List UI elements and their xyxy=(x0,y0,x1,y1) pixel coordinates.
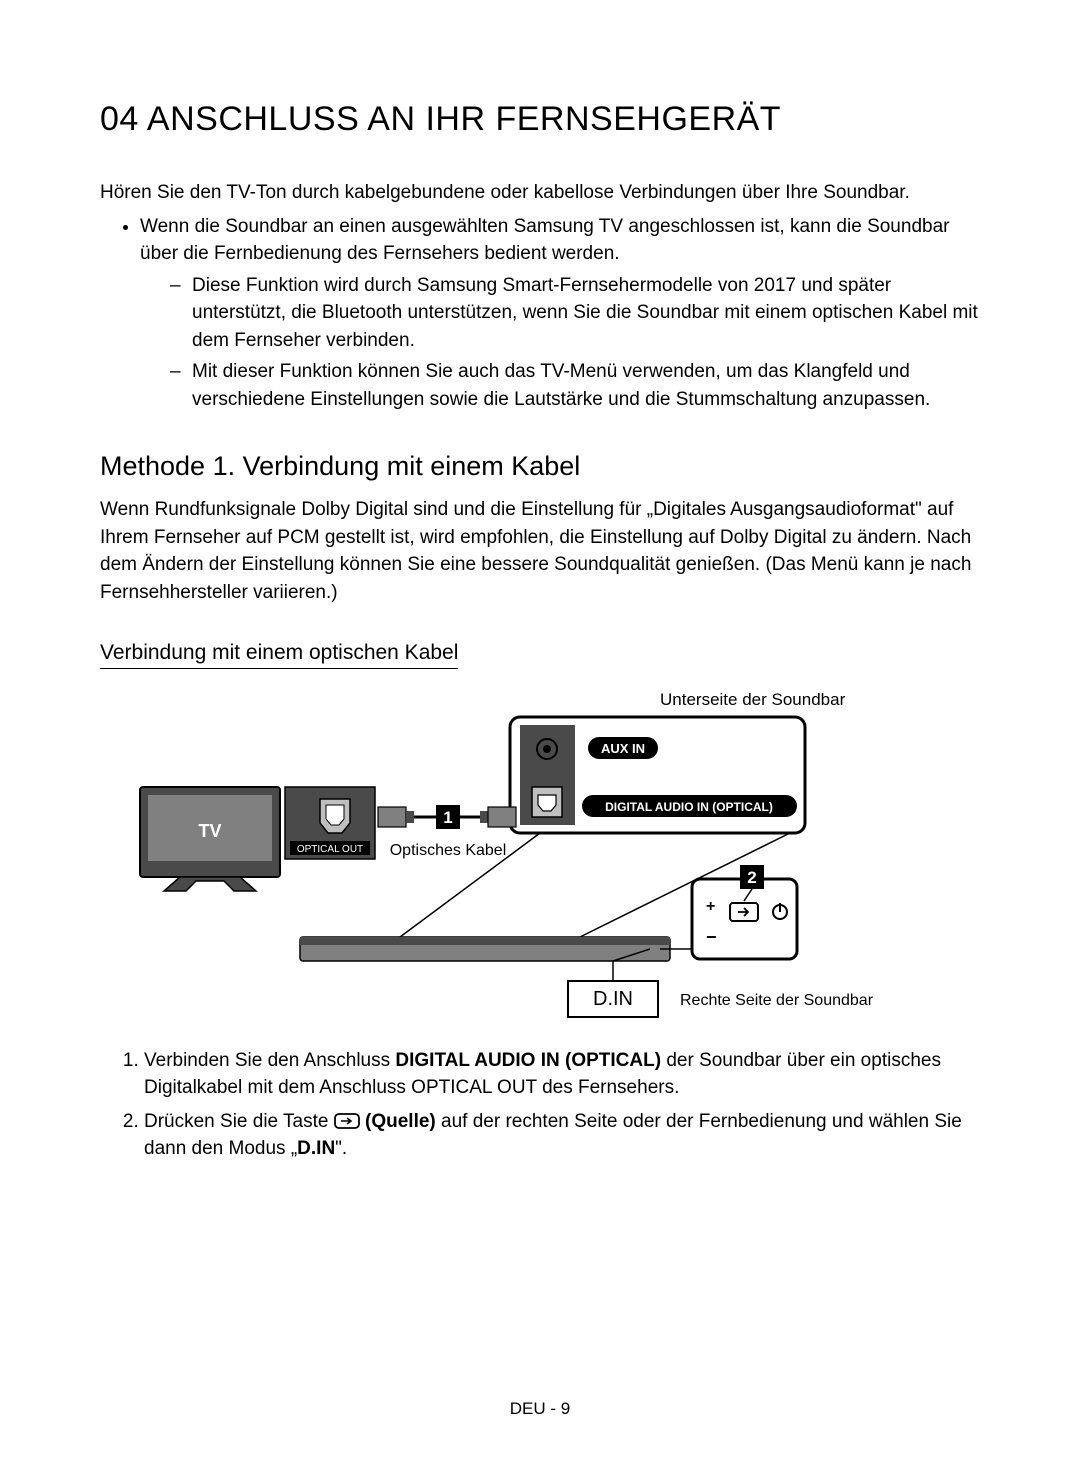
caption-right: Rechte Seite der Soundbar xyxy=(680,992,874,1009)
list-item: Mit dieser Funktion können Sie auch das … xyxy=(170,358,980,413)
sub-list: Diese Funktion wird durch Samsung Smart-… xyxy=(170,272,980,414)
section-title: ANSCHLUSS AN IHR FERNSEHGERÄT xyxy=(147,100,781,138)
connection-diagram: Unterseite der Soundbar AUX IN DIGITAL A… xyxy=(100,687,980,1027)
list-item: Verbinden Sie den Anschluss DIGITAL AUDI… xyxy=(144,1047,980,1102)
list-item: Drücken Sie die Taste (Quelle) auf der r… xyxy=(144,1108,980,1163)
list-item: Wenn die Soundbar an einen ausgewählten … xyxy=(140,213,980,414)
aux-in-label: AUX IN xyxy=(601,741,645,756)
sub-heading: Verbindung mit einem optischen Kabel xyxy=(100,641,458,669)
method-paragraph: Wenn Rundfunksignale Dolby Digital sind … xyxy=(100,496,980,606)
svg-text:+: + xyxy=(706,898,715,915)
section-number: 04 xyxy=(100,100,139,138)
din-label: D.IN xyxy=(593,988,633,1010)
caption-top: Unterseite der Soundbar xyxy=(660,690,846,709)
soundbar-front xyxy=(300,937,670,961)
tv-icon: TV xyxy=(140,787,280,891)
marker-2: 2 xyxy=(747,868,756,887)
soundbar-underside-panel: AUX IN DIGITAL AUDIO IN (OPTICAL) xyxy=(510,717,805,833)
page-title: 04 ANSCHLUSS AN IHR FERNSEHGERÄT xyxy=(100,100,980,139)
page-footer: DEU - 9 xyxy=(0,1399,1080,1419)
step-text: Drücken Sie die Taste xyxy=(144,1111,334,1132)
steps-list: Verbinden Sie den Anschluss DIGITAL AUDI… xyxy=(144,1047,980,1163)
tv-back-port: OPTICAL OUT xyxy=(285,787,375,859)
cable-label: Optisches Kabel xyxy=(390,842,507,859)
bullet-text: Wenn die Soundbar an einen ausgewählten … xyxy=(140,216,949,265)
svg-text:−: − xyxy=(706,927,717,947)
step-text: Verbinden Sie den Anschluss xyxy=(144,1050,395,1071)
optical-out-label: OPTICAL OUT xyxy=(297,844,363,855)
step-din: D.IN xyxy=(297,1138,335,1159)
digital-audio-in-label: DIGITAL AUDIO IN (OPTICAL) xyxy=(605,800,773,814)
optical-cable: 1 Optisches Kabel xyxy=(378,805,516,859)
source-icon xyxy=(334,1113,360,1129)
soundbar-right-panel: + − 2 xyxy=(692,865,797,959)
method-heading: Methode 1. Verbindung mit einem Kabel xyxy=(100,451,980,482)
intro-text: Hören Sie den TV-Ton durch kabelgebunden… xyxy=(100,179,980,207)
list-item: Diese Funktion wird durch Samsung Smart-… xyxy=(170,272,980,355)
bullet-list: Wenn die Soundbar an einen ausgewählten … xyxy=(140,213,980,414)
step-text: ". xyxy=(335,1138,347,1159)
step-quelle: (Quelle) xyxy=(365,1111,436,1132)
marker-1: 1 xyxy=(443,808,452,827)
tv-label: TV xyxy=(198,821,221,841)
step-bold: DIGITAL AUDIO IN (OPTICAL) xyxy=(395,1050,661,1071)
